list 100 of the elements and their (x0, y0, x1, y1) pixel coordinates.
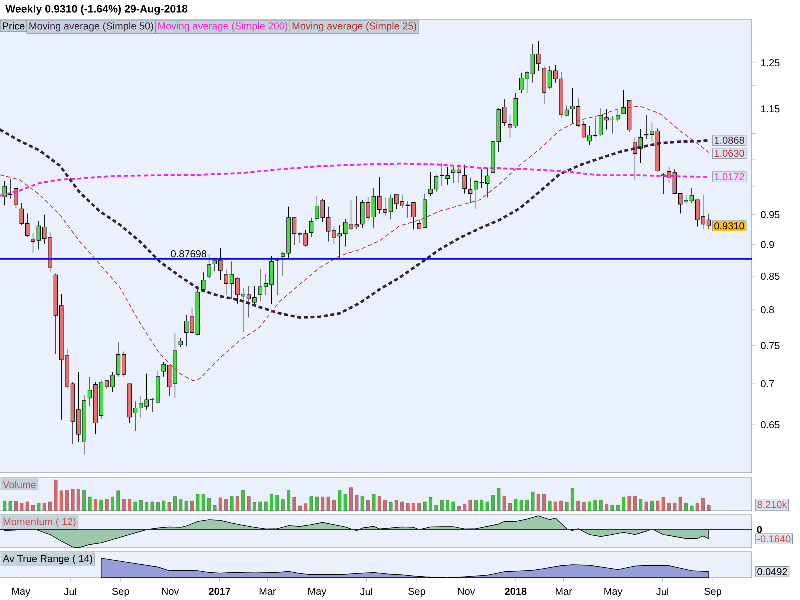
x-tick-label: Nov (162, 588, 180, 596)
y-tick-label: 1.25 (761, 59, 780, 67)
bar (360, 496, 364, 512)
bar (378, 496, 382, 512)
bar (350, 488, 353, 512)
x-tick-label: Mar (556, 588, 572, 596)
bar (42, 503, 46, 512)
x-tick-label: Jul (360, 588, 372, 596)
y-tick-label: 0.75 (761, 342, 780, 350)
bar (190, 500, 194, 512)
x-tick-label: Jul (656, 588, 668, 596)
text: 0.0492 (758, 568, 788, 576)
chart-title: Volume (3, 481, 36, 488)
x-tick-label: Mar (260, 588, 276, 596)
x-tick-label: Jul (64, 588, 76, 596)
bar (71, 489, 75, 512)
y-tick-label: 0.65 (761, 421, 780, 429)
candlestick (468, 177, 473, 204)
bar (111, 496, 114, 512)
bar (457, 506, 461, 512)
candlestick (309, 218, 314, 238)
bar (486, 502, 490, 512)
bar (696, 503, 700, 512)
bar (366, 500, 370, 512)
bar (281, 499, 285, 512)
bar (548, 500, 552, 512)
bar (252, 502, 256, 512)
y-tick-label: 0.85 (761, 272, 780, 280)
text: Price (3, 22, 25, 30)
bar (565, 502, 569, 512)
bar (702, 498, 706, 512)
bar (116, 490, 120, 512)
bar (690, 506, 694, 512)
text: -0.1640 (758, 536, 791, 543)
x-tick-label: 2018 (505, 588, 527, 596)
bar (684, 503, 688, 512)
bar (394, 500, 398, 512)
line-series (0, 128, 710, 320)
bar (310, 496, 314, 512)
ref-line-label: 0.87698 (171, 250, 207, 258)
bar (668, 503, 671, 512)
bar (389, 502, 393, 512)
bar (508, 503, 512, 512)
bar (48, 502, 52, 512)
text: 0.9310 (714, 222, 744, 230)
bar (605, 504, 609, 512)
bar (384, 500, 388, 512)
bar (276, 495, 280, 512)
bar (633, 496, 637, 512)
bar (707, 504, 711, 512)
bar (88, 496, 92, 512)
bar (644, 502, 648, 512)
data-label: 1.0868 (714, 136, 744, 144)
bar (491, 495, 495, 512)
bar (94, 499, 98, 512)
bar (588, 502, 592, 512)
bar (474, 500, 478, 512)
bar (622, 498, 626, 512)
bar (468, 500, 472, 512)
bar (434, 505, 438, 512)
text: 8,210k (758, 500, 788, 510)
bar (242, 490, 246, 512)
text: Moving average (Simple 25) (292, 22, 416, 32)
y-tick-label: 0.9 (761, 241, 774, 248)
ref-line-label: 0 (757, 526, 762, 534)
bar (463, 504, 467, 512)
bar (400, 502, 404, 512)
bar (224, 499, 228, 512)
bar (321, 496, 325, 512)
x-tick-label: Nov (458, 588, 476, 596)
bar (526, 500, 530, 512)
bar (168, 502, 172, 512)
bar (14, 502, 18, 512)
bar (429, 498, 432, 512)
bar (326, 496, 330, 512)
bar (514, 499, 518, 512)
bar (122, 499, 126, 512)
bar (162, 500, 166, 512)
data-label: 1.0172 (714, 174, 744, 181)
bar (76, 489, 80, 512)
chart-title: Weekly 0.9310 (-1.64%) 29-Aug-2018 (6, 4, 188, 15)
bar (54, 480, 58, 512)
bar (236, 496, 240, 512)
bar (292, 498, 296, 512)
bar (678, 498, 682, 512)
bar (650, 500, 654, 512)
bar (60, 490, 64, 512)
x-tick-label: 2017 (209, 588, 231, 596)
chart-title: Momentum ( 12) (4, 518, 76, 528)
x-tick-label: May (604, 588, 623, 597)
bar (628, 496, 632, 512)
bar (372, 494, 376, 512)
bar (270, 494, 274, 512)
bar (134, 502, 138, 512)
bar (145, 502, 149, 512)
line-series (0, 106, 710, 382)
bar (173, 496, 177, 512)
bar (536, 494, 540, 512)
bar (599, 500, 603, 512)
bar (304, 504, 308, 512)
